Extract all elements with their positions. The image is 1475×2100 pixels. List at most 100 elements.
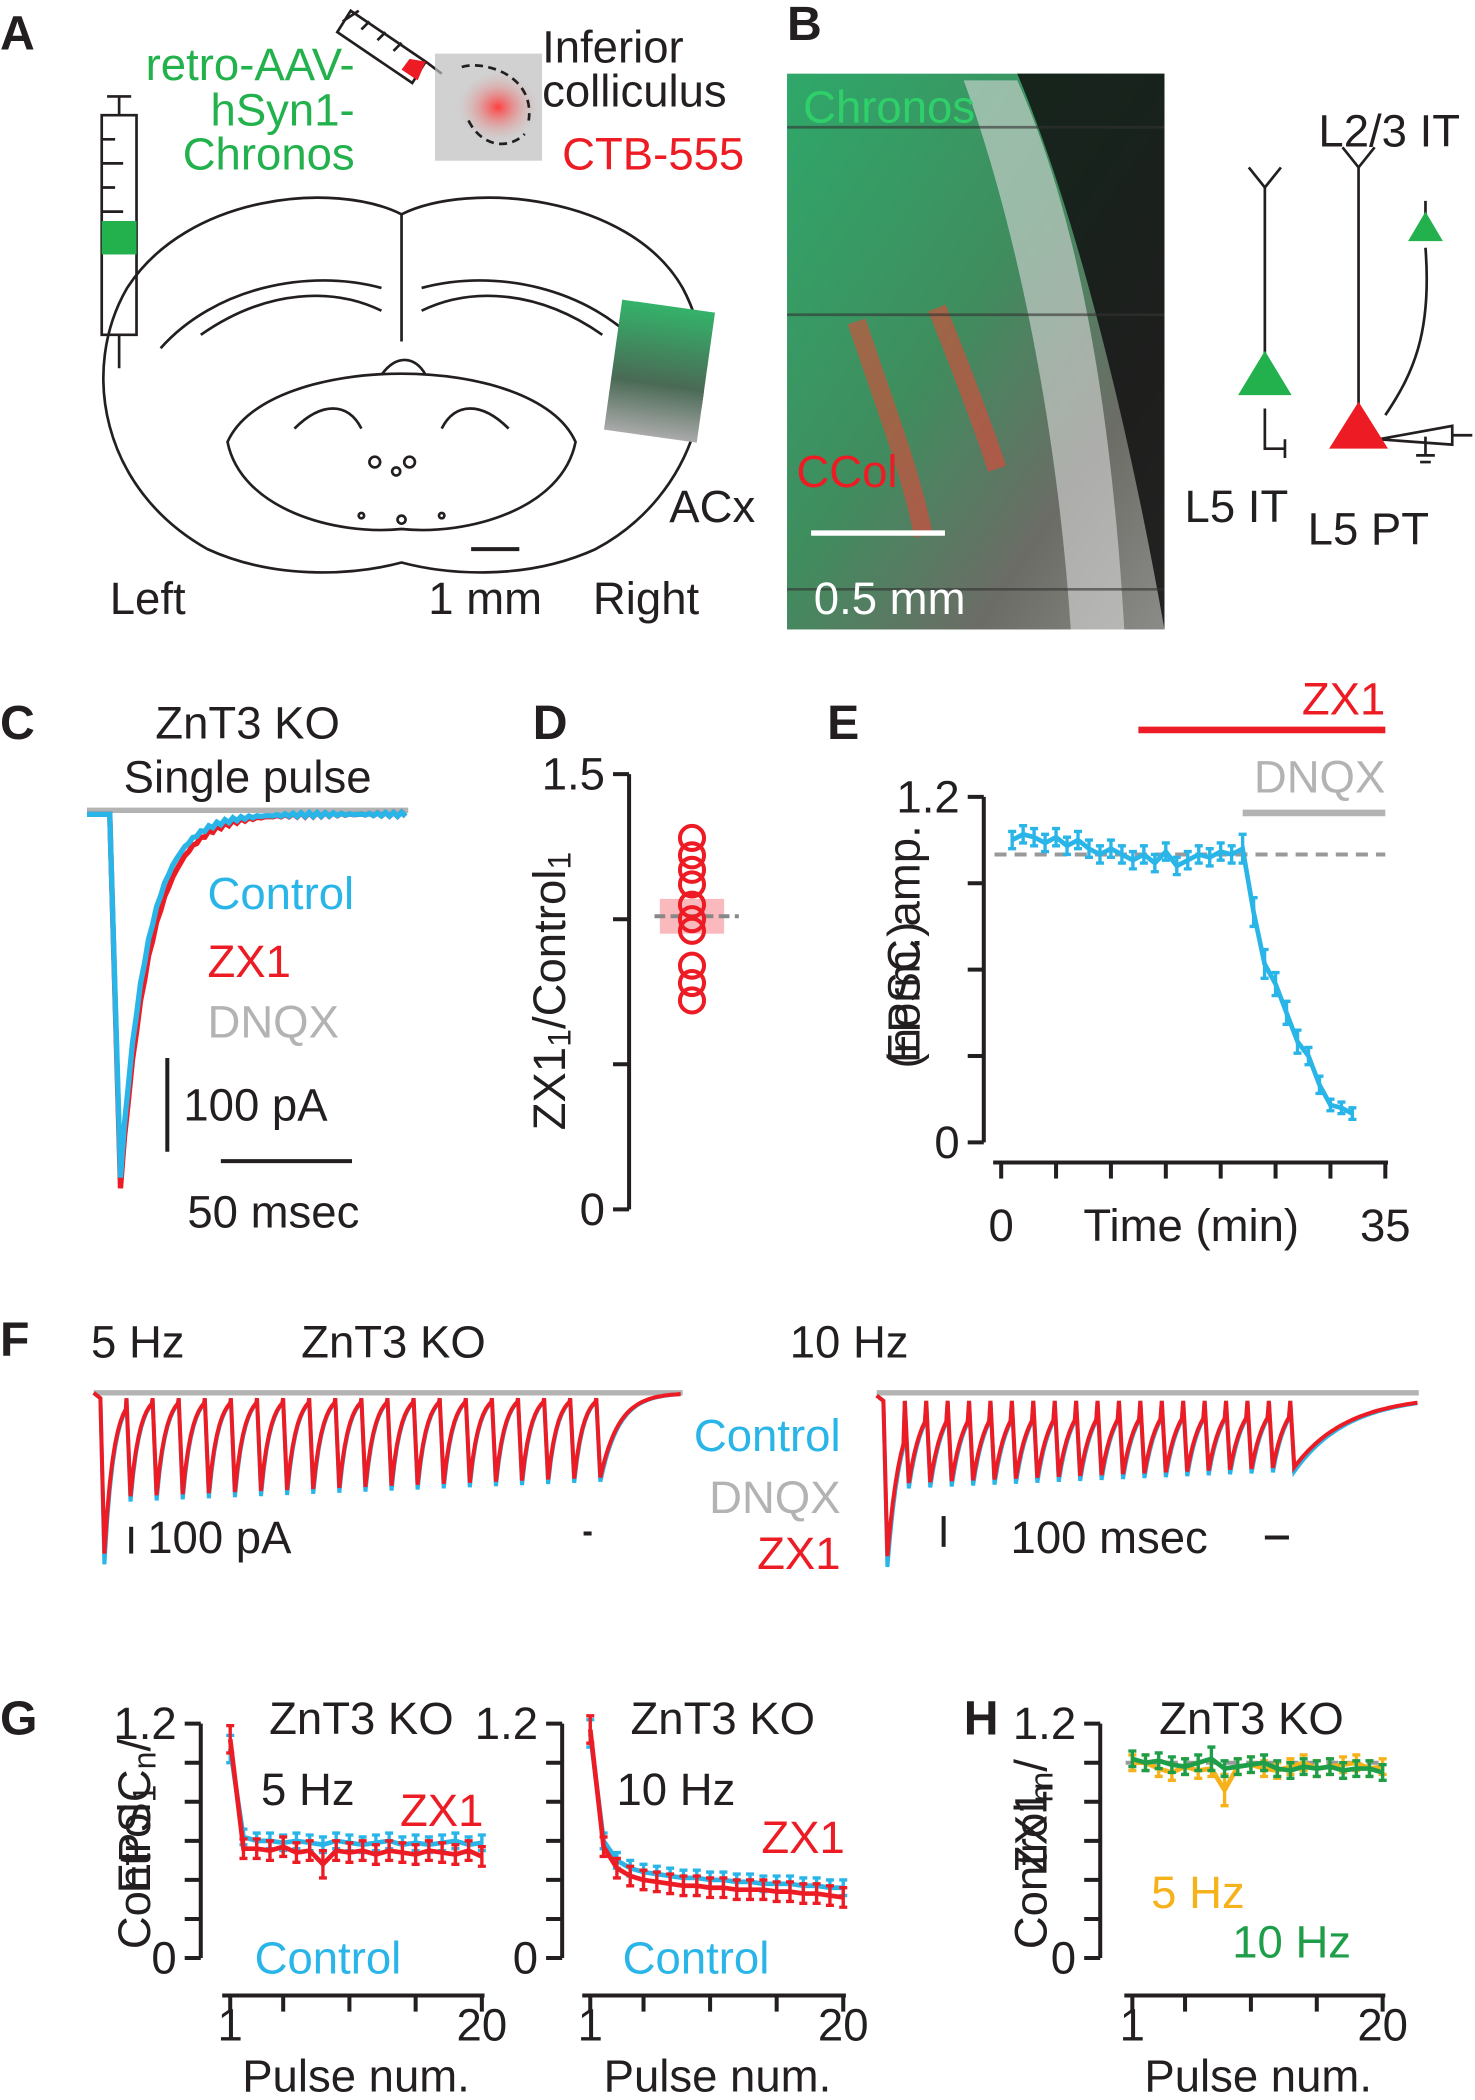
y-axis-label-part: ZX1: [523, 1047, 574, 1131]
x-tick-label: 20: [457, 1999, 508, 2050]
y-axis-label-part: Control: [108, 1803, 159, 1950]
panel-title: ZnT3 KO: [301, 1316, 486, 1367]
y-tick-label: 1.2: [113, 1698, 176, 1749]
stain-label: CCol: [796, 446, 897, 497]
y-tick-label: 1.2: [1013, 1698, 1076, 1749]
error-bar: [1378, 1763, 1387, 1782]
chart-title: ZnT3 KO: [1159, 1693, 1344, 1744]
series-label: 5 Hz: [1151, 1867, 1245, 1918]
y-tick-label: 1.5: [542, 749, 605, 800]
data-point: [677, 986, 707, 1015]
panel-label: C: [0, 696, 35, 750]
scale-label: 50 msec: [187, 1187, 359, 1238]
legend-label: ZX1: [757, 1528, 840, 1579]
tracer-label: CTB-555: [562, 129, 744, 180]
data-point: [677, 905, 707, 934]
legend-label: DNQX: [207, 996, 338, 1047]
trace: [87, 808, 408, 1178]
y-axis-label-part: EPSC: [108, 1769, 159, 1893]
legend-label: Control: [207, 868, 354, 919]
stain-label: Chronos: [803, 82, 975, 133]
y-axis-label-part: ZX1: [1005, 1790, 1056, 1874]
y-axis-label-part: Control: [1005, 1803, 1056, 1950]
traces: [87, 807, 1419, 1568]
panel-title: 10 Hz: [790, 1316, 909, 1367]
series-line: [1132, 1760, 1383, 1795]
chart-subtitle: 10 Hz: [616, 1764, 735, 1815]
x-tick-label: 0: [989, 1200, 1014, 1251]
y-axis-label-part: (norm.): [878, 922, 929, 1069]
y-axis-label: EPSCn/: [108, 1738, 162, 1893]
virus-label: hSyn1-: [211, 84, 355, 135]
panel-b-art: [787, 73, 1165, 630]
region-label: ACx: [669, 481, 755, 532]
trace: [875, 1393, 1418, 1557]
y-axis-label-part: 1: [541, 852, 577, 870]
y-axis-label-part: /Control: [523, 870, 574, 1029]
scale-label: 100 pA: [183, 1079, 328, 1130]
scale-label: 100 pA: [147, 1512, 292, 1563]
scale-label: 100 msec: [1011, 1512, 1208, 1563]
x-tick-label: 20: [818, 1999, 869, 2050]
series-label: ZX1: [761, 1812, 844, 1863]
data-point: [677, 841, 707, 870]
panel-title: Single pulse: [124, 751, 372, 802]
y-tick-label: 0: [1051, 1933, 1076, 1984]
data-point: [677, 855, 707, 884]
y-axis-label: (norm.): [878, 922, 929, 1069]
y-axis-label: Control1: [108, 1785, 162, 1950]
legend-label: ZX1: [207, 936, 290, 987]
panel-label: D: [533, 696, 568, 750]
scale-label: 0.5 mm: [814, 573, 966, 624]
treatment-label: ZX1: [1302, 674, 1385, 725]
panel-title: 5 Hz: [91, 1316, 185, 1367]
legend-label: DNQX: [709, 1472, 840, 1523]
cell-label: L2/3 IT: [1318, 106, 1460, 157]
x-axis-label: Pulse num.: [604, 2050, 832, 2100]
side-label: Left: [110, 573, 186, 624]
data-point: [677, 870, 707, 899]
y-axis-label-part: /: [108, 1738, 159, 1751]
data-point: [677, 968, 707, 998]
series-label: ZX1: [400, 1785, 483, 1836]
y-axis-label-part: n: [1023, 1785, 1059, 1803]
x-tick-label: 1: [1120, 1999, 1145, 2050]
data-point: [677, 916, 707, 945]
series-label: Control: [255, 1933, 402, 1984]
series-line: [227, 1739, 483, 1868]
panel-title: ZnT3 KO: [155, 698, 340, 749]
panel-label: H: [964, 1691, 999, 1745]
y-axis-label: ZX1n/: [1005, 1759, 1059, 1873]
y-tick-label: 0: [934, 1117, 959, 1168]
series-line: [1131, 1756, 1384, 1775]
y-axis-label: EPSC amp.: [878, 825, 929, 1063]
y-axis-label-part: n: [127, 1751, 163, 1769]
target-label: Inferior: [542, 21, 684, 72]
cell-label: L5 PT: [1308, 504, 1429, 555]
x-tick-label: 20: [1357, 1999, 1408, 2050]
x-tick-label: 35: [1360, 1200, 1411, 1251]
y-tick-label: 1.2: [475, 1698, 538, 1749]
series-label: 10 Hz: [1232, 1916, 1351, 1967]
x-axis-label: Pulse num.: [242, 2050, 470, 2100]
chart-title: ZnT3 KO: [269, 1693, 454, 1744]
error-bar: [477, 1845, 486, 1868]
target-label: colliculus: [542, 66, 727, 117]
series-label: Control: [623, 1933, 770, 1984]
panel-label: E: [827, 696, 859, 750]
y-axis-label-part: n: [1023, 1772, 1059, 1790]
x-tick-label: 1: [578, 1999, 603, 2050]
virus-label: retro-AAV-: [146, 39, 355, 90]
y-tick-label: 1.2: [896, 771, 959, 822]
y-axis-label-part: /: [1005, 1759, 1056, 1772]
legend-label: Control: [694, 1410, 841, 1461]
cell-label: L5 IT: [1185, 481, 1289, 532]
data-point: [677, 823, 707, 853]
trace: [92, 1391, 681, 1554]
side-label: Right: [593, 573, 700, 624]
chart-subtitle: 5 Hz: [261, 1764, 355, 1815]
y-tick-label: 0: [151, 1933, 176, 1984]
circuit-diagram: [1238, 146, 1473, 464]
